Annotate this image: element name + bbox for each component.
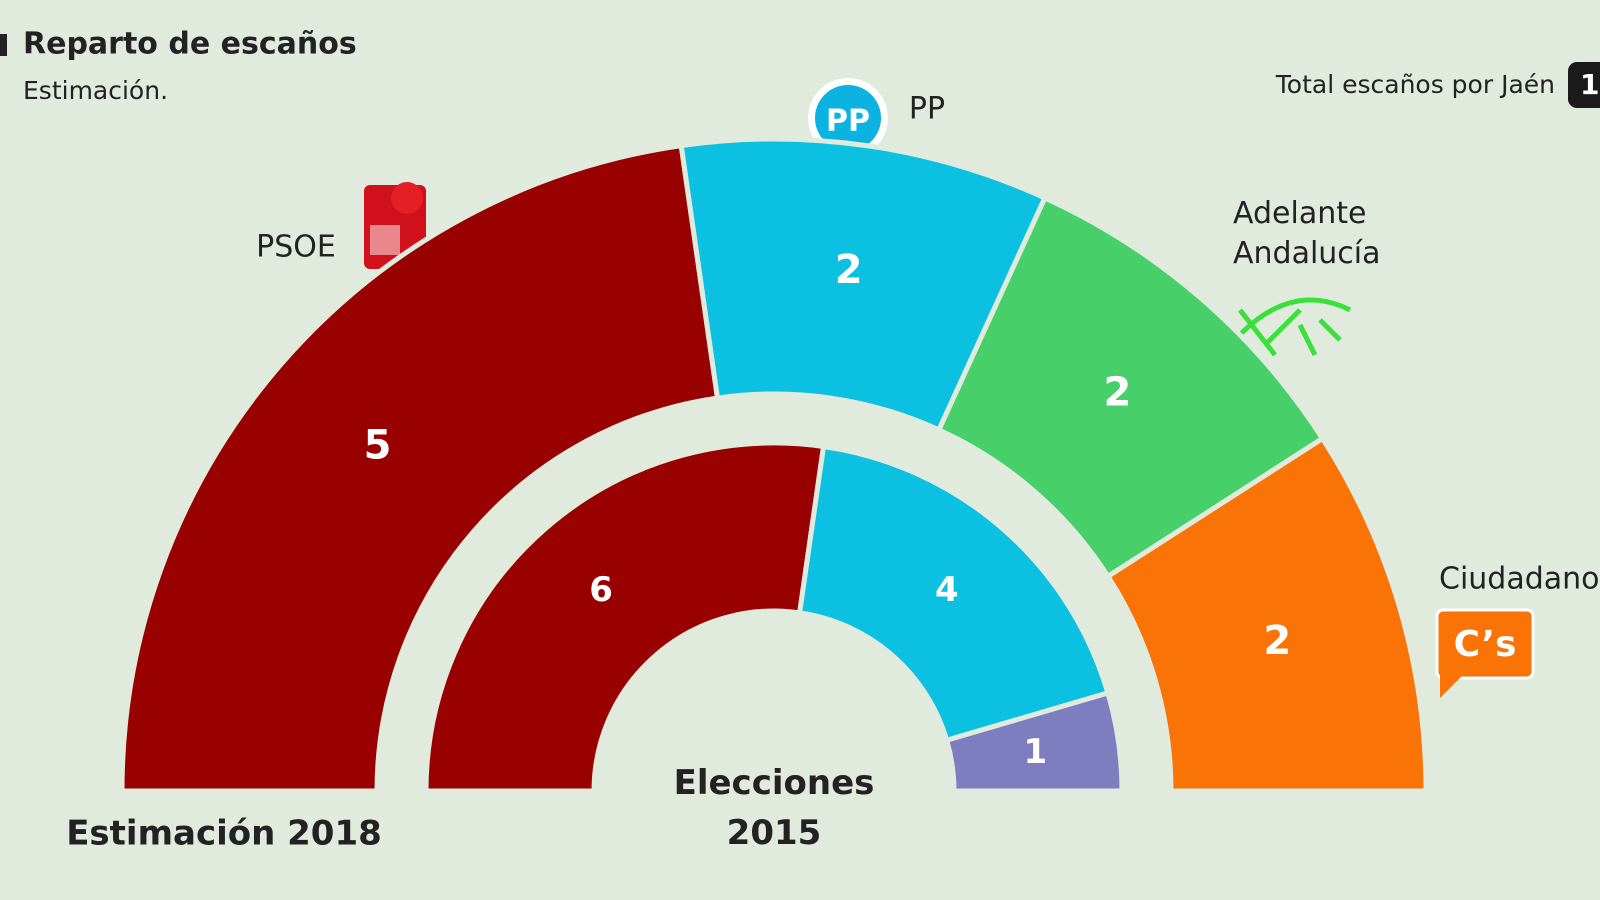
ring-label: Estimación 2018	[66, 814, 382, 854]
party-label: Ciudadanos	[1439, 562, 1600, 597]
value-label: 2	[835, 247, 863, 293]
ring-label: Elecciones 2015	[674, 763, 875, 853]
seat-segment	[423, 440, 827, 794]
value-label: 6	[589, 570, 613, 610]
pp-logo-text: PP	[826, 104, 870, 139]
chart-subtitle: Estimación.	[23, 76, 168, 105]
party-label: PP	[909, 92, 945, 127]
seat-segment	[119, 142, 721, 794]
seat-segment	[943, 689, 1125, 794]
value-label: 4	[935, 570, 959, 610]
pp-logo: PP	[808, 78, 888, 158]
party-label: PSOE	[256, 230, 336, 265]
value-label: 2	[1104, 370, 1132, 416]
adelante-logo	[1233, 297, 1352, 357]
value-label: 5	[364, 423, 392, 469]
total-label: Total escaños por Jaén	[1275, 70, 1555, 99]
chart-title: Reparto de escaños	[23, 27, 357, 62]
seat-segment	[1104, 435, 1429, 794]
value-label: 1	[1023, 732, 1047, 772]
cs-logo: C’s	[1435, 608, 1535, 698]
total-badge	[1568, 62, 1600, 108]
total-badge-text: 1	[1580, 68, 1599, 101]
party-label: Adelante Andalucía	[1233, 196, 1381, 271]
value-label: 2	[1263, 618, 1291, 664]
cs-logo-text: C’s	[1454, 624, 1517, 665]
seat-segment	[796, 443, 1112, 744]
title-marker	[0, 34, 7, 56]
